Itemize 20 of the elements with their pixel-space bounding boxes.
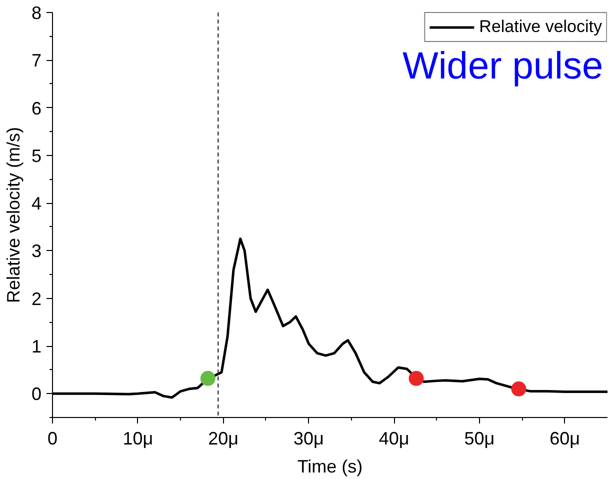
annotation: Wider pulse <box>402 46 604 88</box>
legend-label: Relative velocity <box>479 17 602 37</box>
x-tick-label: 30μ <box>293 428 324 448</box>
x-tick-label: 10μ <box>122 428 154 448</box>
y-tick-label: 3 <box>31 241 42 262</box>
y-tick-label: 6 <box>31 98 42 118</box>
y-tick-label: 5 <box>31 146 42 166</box>
x-tick-label: 60μ <box>550 428 580 448</box>
x-tick-label: 40μ <box>378 428 410 448</box>
y-tick-label: 8 <box>31 3 42 23</box>
x-axis-title: Time (s) <box>297 456 363 476</box>
y-tick-label: 4 <box>31 194 42 214</box>
x-tick-label: 0 <box>47 428 58 448</box>
x-tick-label: 50μ <box>464 428 495 448</box>
y-tick-label: 2 <box>31 288 42 309</box>
y-axis-title: Relative velocity (m/s) <box>3 126 24 304</box>
x-tick-label: 20μ <box>208 428 238 448</box>
y-tick-label: 7 <box>31 50 42 71</box>
y-tick-label: 0 <box>31 384 42 404</box>
y-tick-label: 1 <box>31 336 42 357</box>
